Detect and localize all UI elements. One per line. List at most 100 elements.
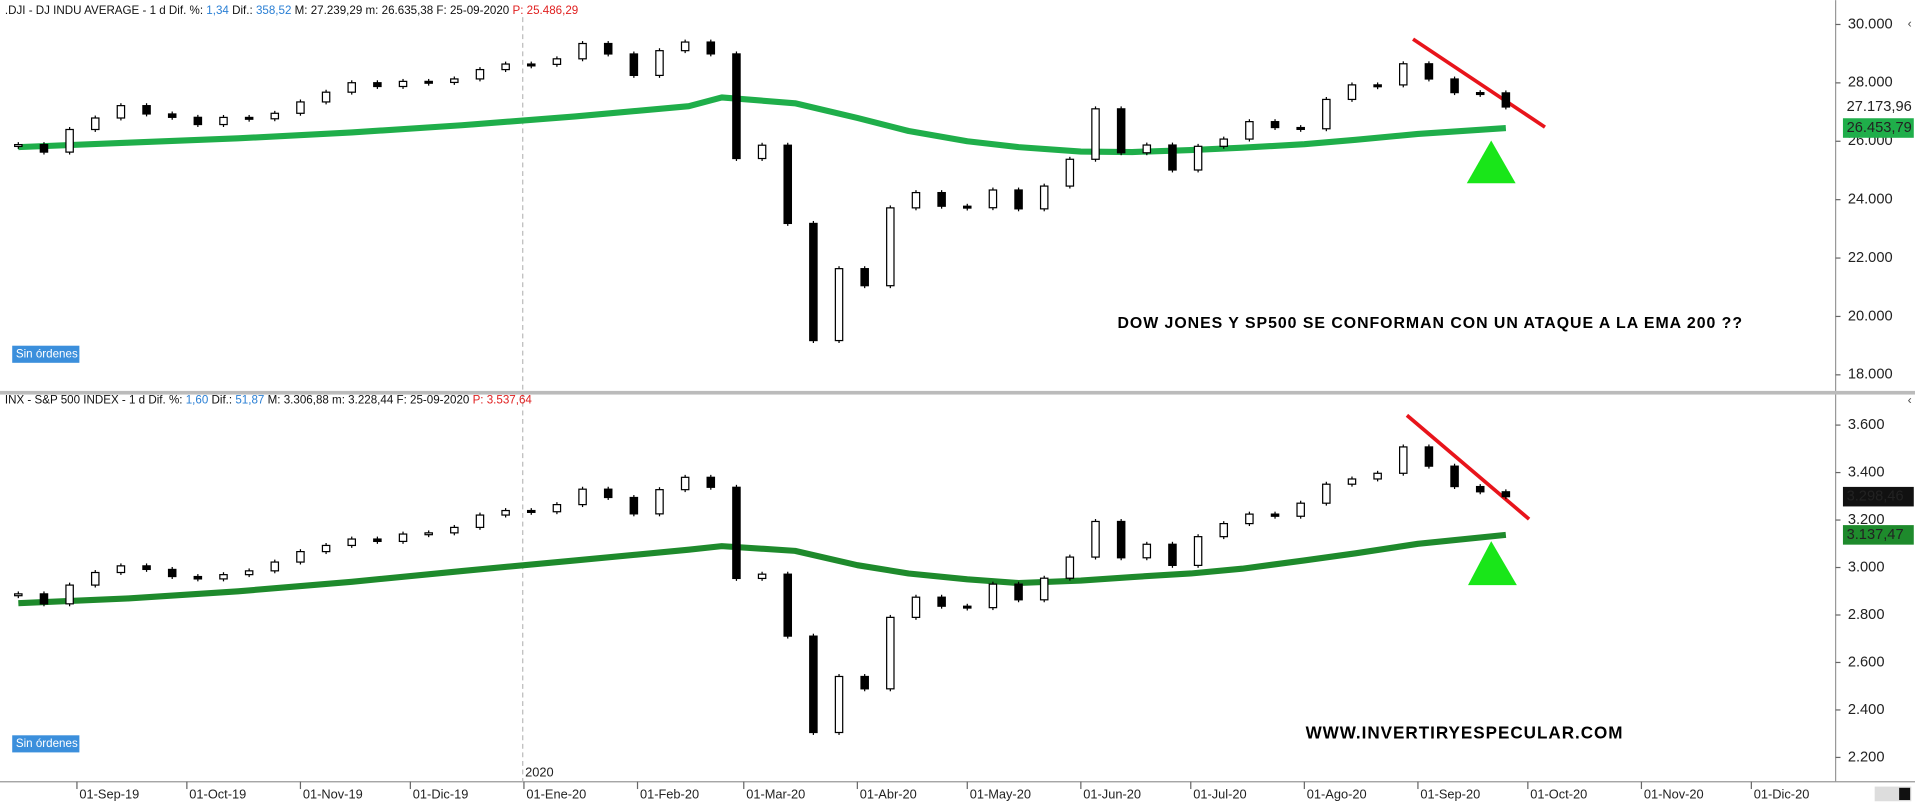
x-tick-label: 01-Nov-20 bbox=[1644, 787, 1704, 802]
candle-body bbox=[706, 41, 716, 55]
candle-body bbox=[39, 143, 49, 153]
y-tick-label: 28.000 bbox=[1848, 75, 1893, 91]
y-tick-label: 3.400 bbox=[1848, 464, 1885, 480]
candle-body bbox=[424, 80, 433, 84]
y-tick-label: 2.400 bbox=[1848, 702, 1885, 718]
candle-body bbox=[501, 509, 510, 516]
candle-body bbox=[1424, 63, 1434, 80]
candle-body bbox=[732, 486, 741, 580]
candle-body bbox=[90, 117, 100, 131]
candle-body bbox=[629, 53, 639, 77]
candle-body bbox=[937, 191, 946, 207]
candle-body bbox=[398, 80, 408, 88]
candle-body bbox=[1193, 536, 1203, 566]
orders-button[interactable] bbox=[12, 735, 80, 753]
y-tick-label: 30.000 bbox=[1848, 16, 1893, 32]
candle-body bbox=[988, 189, 998, 209]
ema-price-box bbox=[1842, 525, 1914, 545]
candle-body bbox=[1116, 108, 1126, 154]
candle-body bbox=[373, 538, 382, 543]
orders-button[interactable] bbox=[12, 345, 80, 363]
orders-button-label: Sin órdenes bbox=[16, 347, 78, 360]
y-tick-label: 2.800 bbox=[1848, 607, 1885, 623]
candle-body bbox=[1450, 465, 1459, 488]
trend-line bbox=[1412, 37, 1546, 129]
candle-body bbox=[1091, 108, 1100, 160]
candle-body bbox=[450, 78, 459, 84]
x-tick-label: 01-Ene-20 bbox=[526, 787, 586, 802]
header-segment: Dif.: bbox=[232, 4, 253, 17]
candle-body bbox=[834, 675, 844, 734]
candle-body bbox=[962, 605, 972, 609]
y-tick-label: 22.000 bbox=[1848, 250, 1893, 266]
candle-body bbox=[1270, 121, 1280, 129]
header-segment: INX - S&P 500 INDEX - 1 d Dif. %: bbox=[5, 394, 183, 407]
candle-body bbox=[116, 565, 126, 574]
candle-body bbox=[1168, 543, 1177, 566]
candle-body bbox=[1245, 513, 1254, 525]
candle-body bbox=[1296, 126, 1305, 130]
header-segment: M: 3.306,88 m: 3.228,44 F: 25-09-2020 bbox=[268, 394, 473, 407]
instrument-header: INX - S&P 500 INDEX - 1 d Dif. %: 1,60 D… bbox=[5, 394, 533, 407]
candle-body bbox=[347, 82, 357, 93]
header-segment: 358,52 bbox=[253, 4, 295, 17]
candle-body bbox=[1475, 485, 1485, 493]
collapse-icon[interactable]: ‹ bbox=[1908, 393, 1912, 407]
up-arrow-marker bbox=[1466, 140, 1516, 184]
candle-body bbox=[219, 574, 228, 580]
candle-body bbox=[1168, 144, 1177, 171]
panel-separator bbox=[0, 390, 1915, 395]
candle-body bbox=[142, 105, 151, 115]
candle-body bbox=[321, 544, 331, 553]
header-segment: 51,87 bbox=[232, 394, 267, 407]
candle-body bbox=[296, 101, 305, 114]
orders-button-label: Sin órdenes bbox=[16, 737, 78, 750]
header-segment: 1,60 bbox=[183, 394, 212, 407]
candle-body bbox=[1322, 483, 1331, 504]
x-tick-label: 01-Oct-19 bbox=[189, 787, 246, 802]
x-tick-label: 01-Feb-20 bbox=[640, 787, 699, 802]
ema-line bbox=[18, 531, 1507, 607]
candle-body bbox=[65, 128, 74, 153]
x-tick-label: 01-Jul-20 bbox=[1193, 787, 1246, 802]
candle-body bbox=[244, 570, 254, 576]
candle-body bbox=[1501, 92, 1511, 108]
candle-body bbox=[732, 53, 741, 160]
last-price-box bbox=[1842, 97, 1914, 117]
candle-body bbox=[603, 488, 613, 499]
candle-body bbox=[270, 112, 280, 120]
candle-body bbox=[193, 116, 203, 126]
header-segment: Dif.: bbox=[212, 394, 233, 407]
y-tick-label: 20.000 bbox=[1848, 308, 1893, 324]
ema-price-box bbox=[1842, 118, 1914, 138]
up-arrow-marker bbox=[1468, 541, 1517, 586]
y-tick-label: 3.600 bbox=[1848, 417, 1885, 433]
y-tick-label: 24.000 bbox=[1848, 192, 1893, 208]
candle-body bbox=[1219, 522, 1229, 538]
scroll-handle[interactable] bbox=[1899, 787, 1911, 801]
candle-body bbox=[1399, 63, 1408, 86]
y-tick-label: 3.000 bbox=[1848, 559, 1885, 575]
header-segment: 1,34 bbox=[203, 4, 232, 17]
candle-body bbox=[526, 63, 536, 67]
header-segment: M: 27.239,29 m: 26.635,38 F: 25-09-2020 bbox=[295, 4, 513, 17]
candle-body bbox=[1296, 502, 1305, 517]
candle-body bbox=[680, 41, 690, 52]
candle-body bbox=[526, 509, 536, 513]
candle-body bbox=[1245, 121, 1254, 140]
candle-body bbox=[911, 596, 921, 618]
candle-body bbox=[603, 42, 613, 55]
annotation: DOW JONES Y SP500 SE CONFORMAN CON UN AT… bbox=[1117, 315, 1743, 332]
candle-body bbox=[1116, 520, 1126, 559]
candle-body bbox=[783, 573, 793, 637]
candle-body bbox=[552, 58, 562, 65]
candle-body bbox=[1373, 472, 1382, 480]
annotation: WWW.INVERTIRYESPECULAR.COM bbox=[1306, 724, 1624, 743]
candle-body bbox=[270, 561, 280, 572]
candle-body bbox=[116, 105, 126, 119]
candle-body bbox=[1091, 520, 1100, 558]
candle-body bbox=[809, 222, 818, 342]
candle-body bbox=[373, 82, 382, 88]
collapse-icon[interactable]: ‹ bbox=[1908, 17, 1912, 31]
